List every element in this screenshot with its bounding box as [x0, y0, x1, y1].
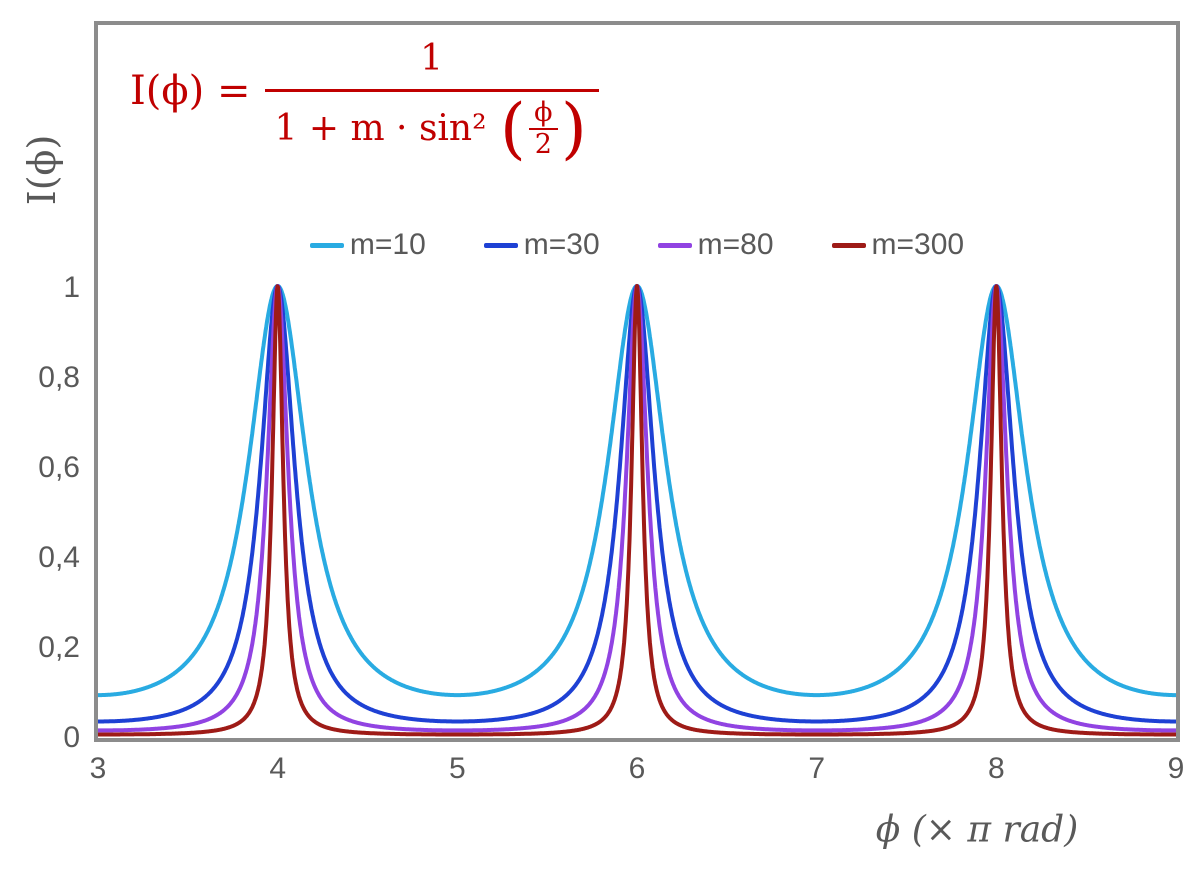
legend-dash-icon [483, 242, 518, 248]
formula-numerator: 1 [420, 38, 444, 79]
y-tick-label: 0,4 [38, 541, 80, 574]
formula-denominator-text: 1 + m · sin² [274, 108, 498, 149]
legend-item-m=300: m=300 [831, 228, 965, 262]
legend-item-m=30: m=30 [483, 228, 600, 262]
y-tick-label: 1 [63, 271, 80, 304]
inner-denominator: 2 [528, 128, 558, 160]
formula-inner-fraction: ϕ 2 [528, 97, 558, 160]
open-paren: ( [500, 90, 526, 167]
legend-dash-icon [831, 242, 866, 248]
formula: I(ϕ) = 1 1 + m · sin² ( ϕ 2 ) [130, 37, 599, 167]
legend-label: m=300 [871, 228, 965, 261]
x-axis-ticks: 3 4 5 6 7 8 9 [90, 752, 1185, 788]
curve-m=30 [98, 284, 1176, 724]
curve-m=300 [98, 284, 1176, 737]
x-tick-label: 8 [987, 752, 1005, 785]
legend-label: m=80 [697, 228, 774, 261]
curve-m=80 [98, 284, 1176, 733]
x-axis-title: ϕ (× π rad) [875, 809, 1079, 851]
y-axis-ticks: 0 0,2 0,4 0,6 0,8 1 [0, 0, 80, 880]
y-tick-label: 0 [63, 721, 80, 754]
x-tick-label: 5 [448, 752, 466, 785]
legend-item-m=10: m=10 [309, 228, 426, 262]
legend-label: m=10 [349, 228, 426, 261]
inner-numerator: ϕ [534, 97, 553, 128]
y-tick-label: 0,6 [38, 451, 80, 484]
legend-label: m=30 [523, 228, 600, 261]
plot-area: I(ϕ) = 1 1 + m · sin² ( ϕ 2 ) m=10 m=30 m=… [94, 21, 1180, 742]
close-paren: ) [560, 90, 587, 167]
y-tick-label: 0,8 [38, 361, 80, 394]
x-tick-label: 9 [1167, 752, 1185, 785]
x-tick-label: 6 [628, 752, 646, 785]
legend-dash-icon [657, 242, 692, 248]
formula-lhs: I(ϕ) = [130, 68, 251, 114]
x-tick-label: 7 [808, 752, 826, 785]
legend: m=10 m=30 m=80 m=300 [98, 228, 1176, 262]
x-tick-label: 4 [269, 752, 287, 785]
plot-svg [98, 284, 1176, 737]
formula-denominator: 1 + m · sin² ( ϕ 2 ) [264, 89, 599, 167]
y-tick-label: 0,2 [38, 631, 80, 664]
legend-item-m=80: m=80 [657, 228, 774, 262]
formula-fraction: 1 1 + m · sin² ( ϕ 2 ) [264, 37, 599, 167]
legend-dash-icon [309, 242, 344, 248]
x-tick-label: 3 [89, 752, 107, 785]
